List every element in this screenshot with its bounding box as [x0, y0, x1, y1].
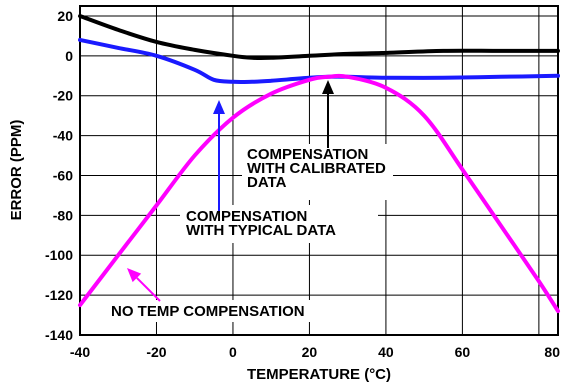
annotation-label: NO TEMP COMPENSATION [111, 303, 305, 320]
series-lines [78, 14, 560, 314]
x-tick-label: 0 [229, 344, 237, 360]
x-axis-title: TEMPERATURE (°C) [247, 366, 391, 383]
no-compensation-arrow-head [127, 268, 142, 283]
y-tick-label: 20 [57, 8, 73, 24]
y-tick-label: -60 [53, 167, 73, 183]
y-tick-label: -120 [45, 287, 73, 303]
y-tick-label: -140 [45, 327, 73, 343]
annotation-line: COMPENSATION [247, 146, 368, 163]
x-tick-label: -40 [70, 344, 90, 360]
annotation-background [242, 144, 393, 200]
annotation-background [105, 300, 351, 322]
x-tick-label: 60 [455, 344, 471, 360]
annotation-line: DATA [247, 174, 287, 191]
annotation-label: COMPENSATION WITH CALIBRATED DATA [247, 146, 386, 191]
annotation-line: COMPENSATION [186, 208, 307, 225]
typical-arrow-head [213, 100, 225, 114]
x-tick-label: 20 [302, 344, 318, 360]
annotation-line: NO TEMP COMPENSATION [111, 303, 305, 320]
y-tick-label: 0 [65, 48, 73, 64]
y-tick-label: -20 [53, 88, 73, 104]
y-tick-label: -100 [45, 247, 73, 263]
plot-frame [79, 5, 559, 336]
x-tick-label: -20 [146, 344, 166, 360]
y-axis-title: ERROR (PPM) [8, 120, 25, 221]
x-tick-label: 40 [378, 344, 394, 360]
annotation-background [180, 205, 378, 243]
annotation-line: WITH TYPICAL DATA [186, 222, 336, 239]
typical-compensation-line [78, 37, 560, 84]
no-compensation-line [78, 73, 560, 314]
y-tick-label: -80 [53, 207, 73, 223]
calibrated-arrow-head [322, 80, 334, 94]
annotations: COMPENSATION WITH CALIBRATED DATACOMPENSAT… [105, 80, 393, 322]
x-tick-labels: -40 -20 0 20 40 60 80 [70, 344, 560, 360]
no-compensation-arrow [136, 277, 161, 302]
annotation-label: COMPENSATION WITH TYPICAL DATA [186, 208, 336, 239]
x-tick-label: 80 [544, 344, 560, 360]
annotation-line: WITH CALIBRATED [247, 160, 386, 177]
y-tick-labels: 20 0 -20 -40 -60 -80 -100 -120 -140 [45, 8, 73, 343]
calibrated-compensation-line [78, 14, 560, 61]
y-tick-label: -40 [53, 128, 73, 144]
